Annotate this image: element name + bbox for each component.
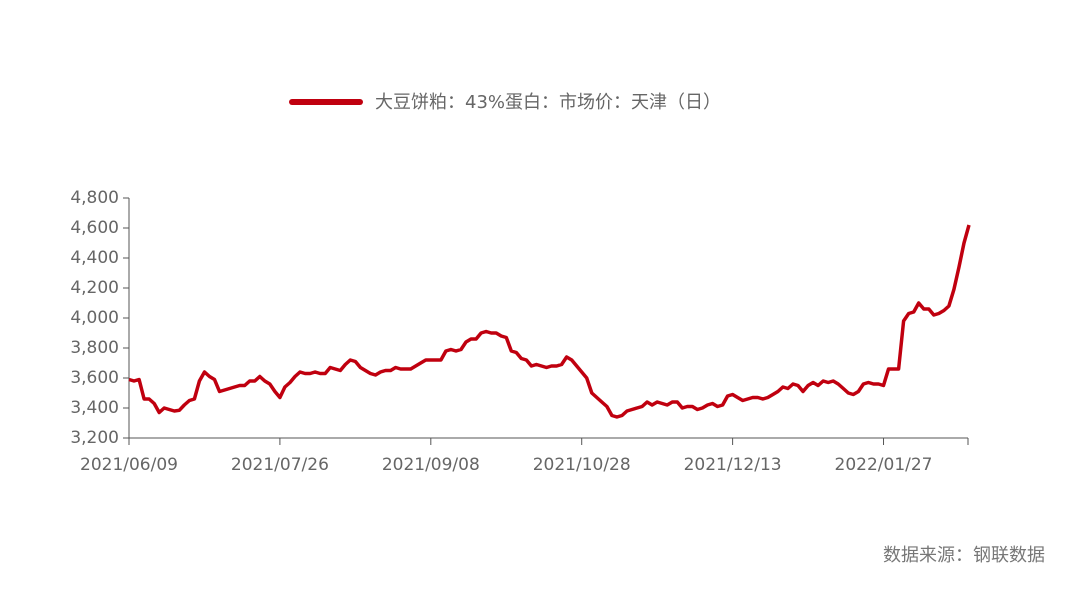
y-tick-label: 4,600 [70, 218, 119, 238]
y-tick-label: 3,800 [70, 338, 119, 358]
x-tick-label: 2021/12/13 [684, 455, 782, 475]
x-tick-label: 2021/07/26 [231, 455, 329, 475]
legend-label: 大豆饼粕：43%蛋白：市场价：天津（日） [375, 92, 721, 113]
y-tick-label: 4,000 [70, 308, 119, 328]
x-tick-label: 2021/06/09 [80, 455, 178, 475]
y-tick-label: 4,800 [70, 188, 119, 208]
y-tick-label: 4,400 [70, 248, 119, 268]
y-tick-label: 3,600 [70, 368, 119, 388]
source-note: 数据来源：钢联数据 [883, 545, 1045, 566]
y-tick-label: 3,400 [70, 398, 119, 418]
x-tick-label: 2021/09/08 [382, 455, 480, 475]
x-tick-label: 2021/10/28 [533, 455, 631, 475]
y-tick-label: 3,200 [70, 428, 119, 448]
y-tick-label: 4,200 [70, 278, 119, 298]
data-line [128, 224, 971, 419]
x-tick-label: 2022/01/27 [835, 455, 933, 475]
